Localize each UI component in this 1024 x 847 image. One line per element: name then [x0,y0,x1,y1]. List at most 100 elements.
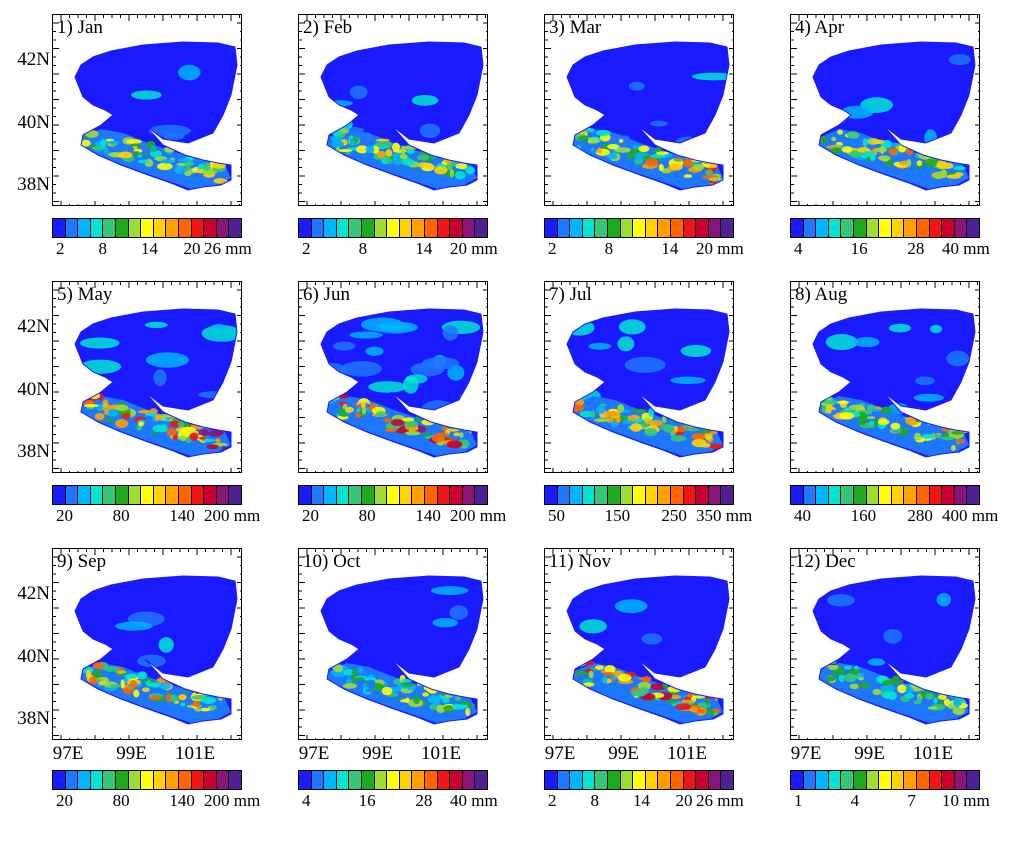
colorbar-swatch [879,486,892,504]
colorbar-swatch [683,486,697,504]
colorbar-swatch [191,219,205,237]
colorbar-swatch [191,771,205,789]
colorbar-swatch [828,219,842,237]
colorbar [52,218,242,238]
colorbar-swatch [696,219,709,237]
lon-label: 99E [854,743,885,764]
colorbar-swatch [582,486,596,504]
colorbar-swatch [299,219,312,237]
colorbar-label: 250 [661,506,687,525]
colorbar-swatch [437,219,451,237]
colorbar-label: 140 [169,791,195,810]
colorbar-swatch [607,219,621,237]
colorbar-swatch [399,219,413,237]
colorbar-swatch [803,486,817,504]
colorbar-swatch [450,771,463,789]
colorbar-label: 200 mm [450,506,507,525]
colorbar-swatch [866,219,880,237]
map-panel: 8) Aug [790,281,980,473]
colorbar-swatch [103,219,116,237]
colorbar-swatch [670,771,684,789]
colorbar-swatch [90,219,104,237]
colorbar-swatch [65,486,79,504]
colorbar-label: 4 [850,791,860,810]
colorbar-swatch [545,486,558,504]
colorbar [790,770,980,790]
colorbar-swatch [916,771,930,789]
colorbar-label: 2 [548,791,557,810]
colorbar-label: 20 [56,506,73,525]
colorbar-swatch [311,219,325,237]
colorbar-swatch [570,486,583,504]
colorbar-label: 26 mm [204,239,252,258]
colorbar-label: 80 [358,506,376,525]
map-panel: 12) Dec [790,548,980,740]
colorbar-swatch [721,486,733,504]
colorbar-swatch [954,219,968,237]
colorbar-swatch [324,219,337,237]
colorbar-swatch [954,486,968,504]
colorbar-swatch [891,219,905,237]
precipitation-map [791,282,979,472]
panel-title: 12) Dec [795,551,856,572]
colorbar-swatch [853,486,867,504]
lat-label: 42N [17,49,50,70]
colorbar-label: 28 [907,239,925,258]
map-panel: 11) Nov [544,548,734,740]
colorbar-swatch [683,219,697,237]
precipitation-map [545,549,733,739]
map-panel: 10) Oct [298,548,488,740]
colorbar-swatch [128,486,142,504]
colorbar-swatch [607,771,621,789]
colorbar-label: 14 [661,239,679,258]
colorbar-label: 50 [548,506,565,525]
colorbar-label: 160 [850,506,877,525]
colorbar [544,770,734,790]
colorbar-swatch [399,771,413,789]
colorbar-swatch [658,771,671,789]
colorbar-swatch [424,486,438,504]
colorbar-swatch [816,486,829,504]
colorbar-swatch [65,219,79,237]
colorbar-swatch [891,771,905,789]
panel-title: 4) Apr [795,17,845,38]
colorbar-swatch [475,771,487,789]
precipitation-map [53,282,241,472]
colorbar-swatch [904,486,917,504]
colorbar-swatch [803,771,817,789]
precipitation-map [545,15,733,205]
colorbar-label: 2 [56,239,65,258]
precipitation-map [545,282,733,472]
colorbar-swatch [929,486,943,504]
colorbar-swatch [967,486,979,504]
colorbar-swatch [115,219,129,237]
lat-label: 38N [17,441,50,462]
colorbar-swatch [115,771,129,789]
colorbar-label: 150 [604,506,631,525]
colorbar-swatch [916,486,930,504]
lon-label: 101E [420,743,462,764]
colorbar-swatch [65,771,79,789]
colorbar-label: 8 [604,239,614,258]
colorbar-swatch [853,219,867,237]
colorbar-swatch [437,771,451,789]
map-panel: 1) Jan [52,14,242,206]
colorbar-swatch [336,219,350,237]
lat-label: 40N [17,111,50,133]
colorbar-swatch [374,771,388,789]
colorbar-swatch [361,771,375,789]
lon-label: 97E [298,743,330,764]
colorbar-swatch [791,771,804,789]
colorbar-label: 350 mm [696,506,753,525]
colorbar-swatch [595,771,608,789]
colorbar-swatch [141,486,154,504]
panel-title: 7) Jul [549,284,592,305]
lat-label: 40N [17,645,50,667]
colorbar-label: 20 mm [696,239,744,258]
colorbar-swatch [412,219,425,237]
colorbar-swatch [557,219,571,237]
colorbar-label: 28 [415,791,433,810]
colorbar-swatch [229,486,241,504]
colorbar-swatch [349,486,362,504]
